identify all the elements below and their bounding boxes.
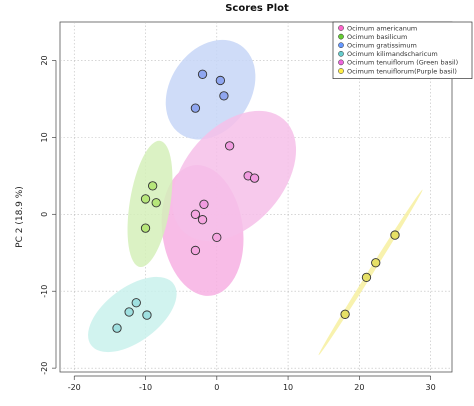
legend-box — [332, 21, 473, 79]
data-point-series-3 — [197, 69, 208, 79]
y-tick-label: 0 — [40, 212, 49, 217]
x-tick-label: 0 — [214, 383, 219, 392]
x-tick-label: 20 — [354, 383, 364, 392]
y-tick-label: -20 — [40, 362, 49, 375]
legend-marker-1 — [338, 25, 344, 31]
data-point-series-6 — [390, 230, 400, 240]
x-tick-label: 30 — [426, 383, 436, 392]
data-point-series-6 — [361, 272, 372, 283]
data-point-series-1 — [212, 232, 222, 243]
data-point-series-2 — [148, 181, 158, 191]
x-tick-label: 10 — [283, 383, 293, 392]
plot-frame — [59, 21, 453, 373]
data-point-series-4 — [142, 310, 152, 320]
legend-marker-3 — [338, 42, 344, 49]
data-point-series-1 — [190, 209, 201, 219]
data-point-series-2 — [140, 223, 151, 233]
ellipse-2 — [127, 140, 173, 268]
x-tick-label: -20 — [68, 383, 81, 392]
x-axis: -20 -10 0 10 20 30 — [68, 375, 436, 392]
legend-marker-5 — [338, 59, 344, 66]
legend-label-2: Ocimum basilicum — [347, 33, 407, 41]
legend-marker-4 — [338, 50, 344, 57]
data-point-series-2 — [140, 194, 151, 204]
score-points — [112, 69, 400, 333]
data-point-series-1 — [190, 245, 201, 256]
legend-label-4: Ocimum kilimandscharicum — [347, 50, 438, 58]
legend-label-3: Ocimum gratissimum — [347, 42, 417, 50]
data-point-series-4 — [112, 323, 122, 333]
data-point-series-1 — [197, 215, 208, 225]
data-point-series-5 — [249, 173, 260, 183]
data-point-series-5 — [199, 199, 209, 209]
data-point-series-5 — [224, 141, 235, 151]
legend-marker-6 — [338, 68, 344, 74]
data-point-series-6 — [371, 258, 381, 268]
data-point-series-4 — [131, 298, 141, 308]
legend-label-5: Ocimum tenuiflorum (Green basil) — [347, 59, 458, 67]
legend-marker-2 — [338, 33, 344, 40]
y-axis-label: PC 2 (18.9 %) — [15, 186, 25, 248]
y-tick-label: -10 — [40, 285, 49, 298]
x-tick-label: -10 — [139, 383, 152, 392]
legend-label-6: Ocimum tenuiflorum(Purple basil) — [347, 67, 457, 75]
ellipse-3 — [165, 39, 256, 140]
y-tick-label: 10 — [40, 132, 49, 142]
data-point-series-3 — [219, 91, 229, 101]
y-axis: -20 -10 0 10 20 — [40, 55, 57, 375]
ellipse-6 — [318, 189, 423, 356]
y-tick-label: 20 — [40, 55, 49, 65]
chart-title: Scores Plot — [225, 3, 289, 14]
data-point-series-2 — [151, 198, 161, 208]
data-point-series-3 — [190, 103, 201, 113]
data-point-series-4 — [124, 307, 134, 317]
legend-label-1: Ocimum americanum — [347, 24, 417, 32]
data-point-series-3 — [215, 75, 226, 86]
data-point-series-6 — [340, 309, 350, 319]
